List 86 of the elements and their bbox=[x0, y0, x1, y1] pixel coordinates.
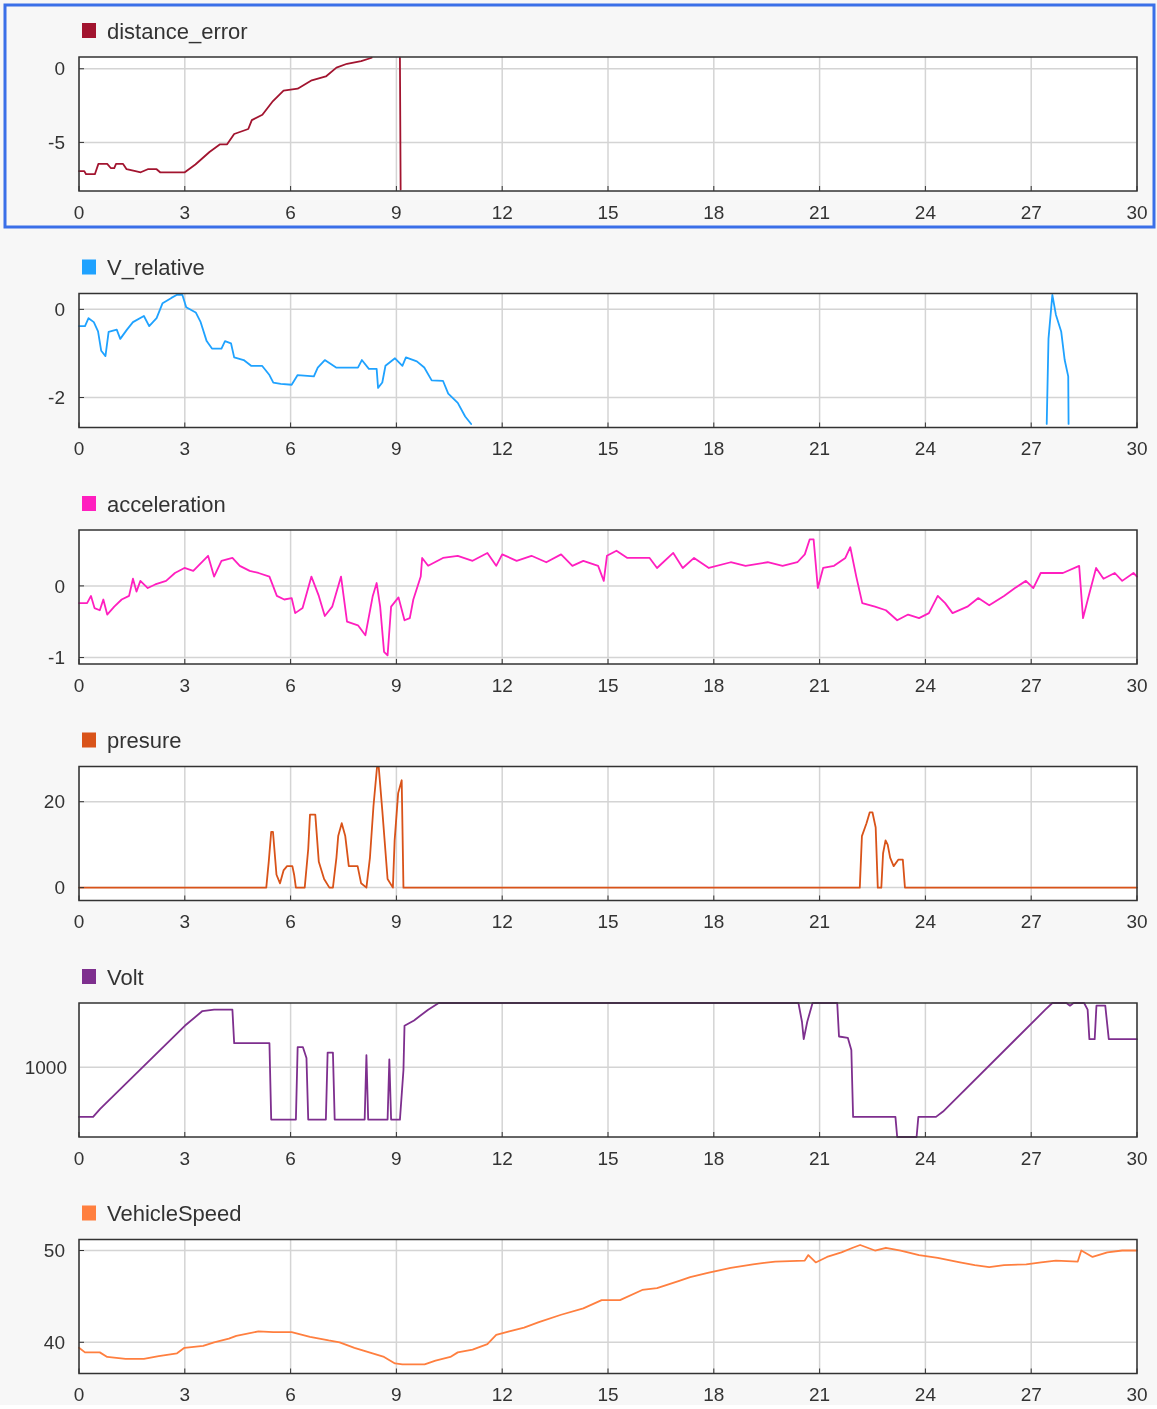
x-tick-label: 21 bbox=[809, 911, 831, 933]
x-tick-label: 27 bbox=[1020, 674, 1042, 696]
y-tick-label: 0 bbox=[54, 877, 65, 899]
x-tick-label: 6 bbox=[285, 674, 296, 696]
line-series bbox=[78, 538, 1138, 657]
x-tick-label: 18 bbox=[703, 438, 725, 460]
legend-label: V_relative bbox=[107, 255, 205, 281]
x-tick-label: 12 bbox=[491, 438, 513, 460]
x-tick-label: 27 bbox=[1020, 438, 1042, 460]
y-tick-label: 0 bbox=[54, 299, 65, 321]
x-tick-label: 3 bbox=[179, 438, 191, 460]
x-tick-label: 21 bbox=[809, 438, 831, 460]
x-tick-label: 3 bbox=[179, 674, 191, 696]
x-tick-label: 15 bbox=[597, 438, 619, 460]
x-tick-label: 12 bbox=[491, 674, 513, 696]
legend-label: acceleration bbox=[107, 491, 226, 517]
y-tick-label: -2 bbox=[48, 387, 65, 409]
x-tick-label: 27 bbox=[1020, 1384, 1042, 1406]
y-tick-label: 0 bbox=[54, 575, 65, 597]
x-tick-label: 12 bbox=[491, 1147, 513, 1169]
line-series bbox=[78, 1244, 1138, 1366]
x-tick-label: 12 bbox=[491, 911, 513, 933]
y-tick-label: 50 bbox=[43, 1240, 65, 1262]
x-tick-label: 15 bbox=[597, 1147, 619, 1169]
x-tick-label: 6 bbox=[285, 911, 296, 933]
x-tick-label: 18 bbox=[703, 1384, 725, 1406]
y-tick-label: 40 bbox=[43, 1331, 65, 1353]
x-tick-label: 9 bbox=[391, 201, 402, 223]
x-tick-label: 15 bbox=[597, 1384, 619, 1406]
x-tick-label: 30 bbox=[1126, 1147, 1148, 1169]
text: 1000 bbox=[24, 1056, 67, 1078]
x-tick-label: 30 bbox=[1126, 911, 1148, 933]
x-tick-label: 30 bbox=[1126, 674, 1148, 696]
x-tick-label: 30 bbox=[1126, 1384, 1148, 1406]
x-tick-label: 3 bbox=[179, 1384, 191, 1406]
x-tick-label: 6 bbox=[285, 201, 296, 223]
y-tick-label: 0 bbox=[54, 58, 65, 80]
x-tick-label: 0 bbox=[73, 911, 85, 933]
x-tick-label: 6 bbox=[285, 1147, 296, 1169]
x-tick-label: 24 bbox=[914, 1384, 937, 1406]
x-tick-label: 9 bbox=[391, 1147, 402, 1169]
x-tick-label: 9 bbox=[391, 911, 402, 933]
x-tick-label: 0 bbox=[73, 201, 85, 223]
x-tick-label: 24 bbox=[914, 911, 937, 933]
x-tick-label: 21 bbox=[809, 674, 831, 696]
x-tick-label: 27 bbox=[1020, 911, 1042, 933]
x-tick-label: 30 bbox=[1126, 201, 1148, 223]
x-tick-label: 9 bbox=[391, 674, 402, 696]
x-tick-label: 21 bbox=[809, 1147, 831, 1169]
legend-label: distance_error bbox=[107, 18, 248, 44]
x-tick-label: 18 bbox=[703, 1147, 725, 1169]
x-tick-label: 9 bbox=[391, 438, 402, 460]
x-tick-label: 24 bbox=[914, 674, 937, 696]
x-tick-label: 21 bbox=[809, 1384, 831, 1406]
x-tick-label: 21 bbox=[809, 201, 831, 223]
x-tick-label: 30 bbox=[1126, 438, 1148, 460]
y-tick-label: -1 bbox=[48, 647, 65, 669]
line-series bbox=[78, 766, 1138, 889]
legend-label: VehicleSpeed bbox=[107, 1201, 242, 1227]
x-tick-label: 27 bbox=[1020, 201, 1042, 223]
x-tick-label: 27 bbox=[1020, 1147, 1042, 1169]
x-tick-label: 18 bbox=[703, 201, 725, 223]
legend-label: presure bbox=[107, 728, 182, 754]
x-tick-label: 3 bbox=[179, 201, 191, 223]
x-tick-label: 18 bbox=[703, 911, 725, 933]
legend-label: Volt bbox=[107, 964, 144, 990]
x-tick-label: 18 bbox=[703, 674, 725, 696]
x-tick-label: 15 bbox=[597, 674, 619, 696]
y-tick-label: 20 bbox=[43, 791, 65, 813]
x-tick-label: 24 bbox=[914, 201, 937, 223]
x-tick-label: 24 bbox=[914, 438, 937, 460]
x-tick-label: 0 bbox=[73, 674, 85, 696]
y-tick-label: -5 bbox=[48, 132, 65, 154]
x-tick-label: 0 bbox=[73, 1384, 85, 1406]
x-tick-label: 0 bbox=[73, 438, 85, 460]
x-tick-label: 15 bbox=[597, 201, 619, 223]
x-tick-label: 12 bbox=[491, 201, 513, 223]
x-tick-label: 3 bbox=[179, 1147, 191, 1169]
x-tick-label: 12 bbox=[491, 1384, 513, 1406]
x-tick-label: 15 bbox=[597, 911, 619, 933]
x-tick-label: 0 bbox=[73, 1147, 85, 1169]
x-tick-label: 24 bbox=[914, 1147, 937, 1169]
x-tick-label: 9 bbox=[391, 1384, 402, 1406]
x-tick-label: 6 bbox=[285, 1384, 296, 1406]
x-tick-label: 3 bbox=[179, 911, 191, 933]
x-tick-label: 6 bbox=[285, 438, 296, 460]
